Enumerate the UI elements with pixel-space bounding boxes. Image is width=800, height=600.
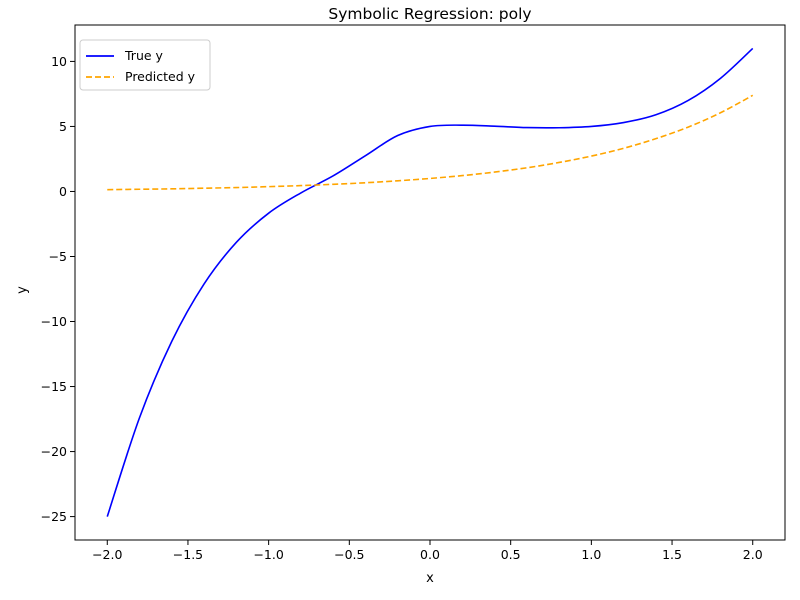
series-line-true-y xyxy=(106,47,754,517)
x-tick-label: 1.5 xyxy=(662,547,682,562)
plot-area xyxy=(75,25,785,540)
x-tick-label: −2.0 xyxy=(92,547,122,562)
y-tick-label: −25 xyxy=(41,509,67,524)
x-axis-label: x xyxy=(426,571,434,586)
x-tick-label: 0.5 xyxy=(501,547,521,562)
x-tick-label: −1.5 xyxy=(173,547,203,562)
legend-box xyxy=(79,39,211,91)
y-axis-ticks: −25 −20 −15 −10 −5 0 5 10 xyxy=(41,54,75,524)
series-line-predicted-y xyxy=(107,94,754,191)
y-tick-label: −5 xyxy=(49,249,67,264)
legend-label-predicted-y: Predicted y xyxy=(125,69,196,84)
legend: True y Predicted y xyxy=(79,39,211,91)
series-layer xyxy=(106,47,754,517)
x-tick-label: 0.0 xyxy=(420,547,440,562)
x-tick-label: −1.0 xyxy=(253,547,283,562)
x-tick-label: 1.0 xyxy=(581,547,601,562)
chart-title: Symbolic Regression: poly xyxy=(328,5,531,23)
y-tick-label: −15 xyxy=(41,379,67,394)
y-tick-label: 10 xyxy=(51,54,67,69)
y-tick-label: −20 xyxy=(41,444,67,459)
legend-label-true-y: True y xyxy=(124,48,164,63)
y-tick-label: −10 xyxy=(41,314,67,329)
y-tick-label: 5 xyxy=(59,119,67,134)
x-axis-ticks: −2.0 −1.5 −1.0 −0.5 0.0 0.5 1.0 1.5 2.0 xyxy=(92,540,763,562)
x-tick-label: 2.0 xyxy=(743,547,763,562)
x-tick-label: −0.5 xyxy=(334,547,364,562)
y-tick-label: 0 xyxy=(59,184,67,199)
y-axis-label: y xyxy=(15,286,30,294)
